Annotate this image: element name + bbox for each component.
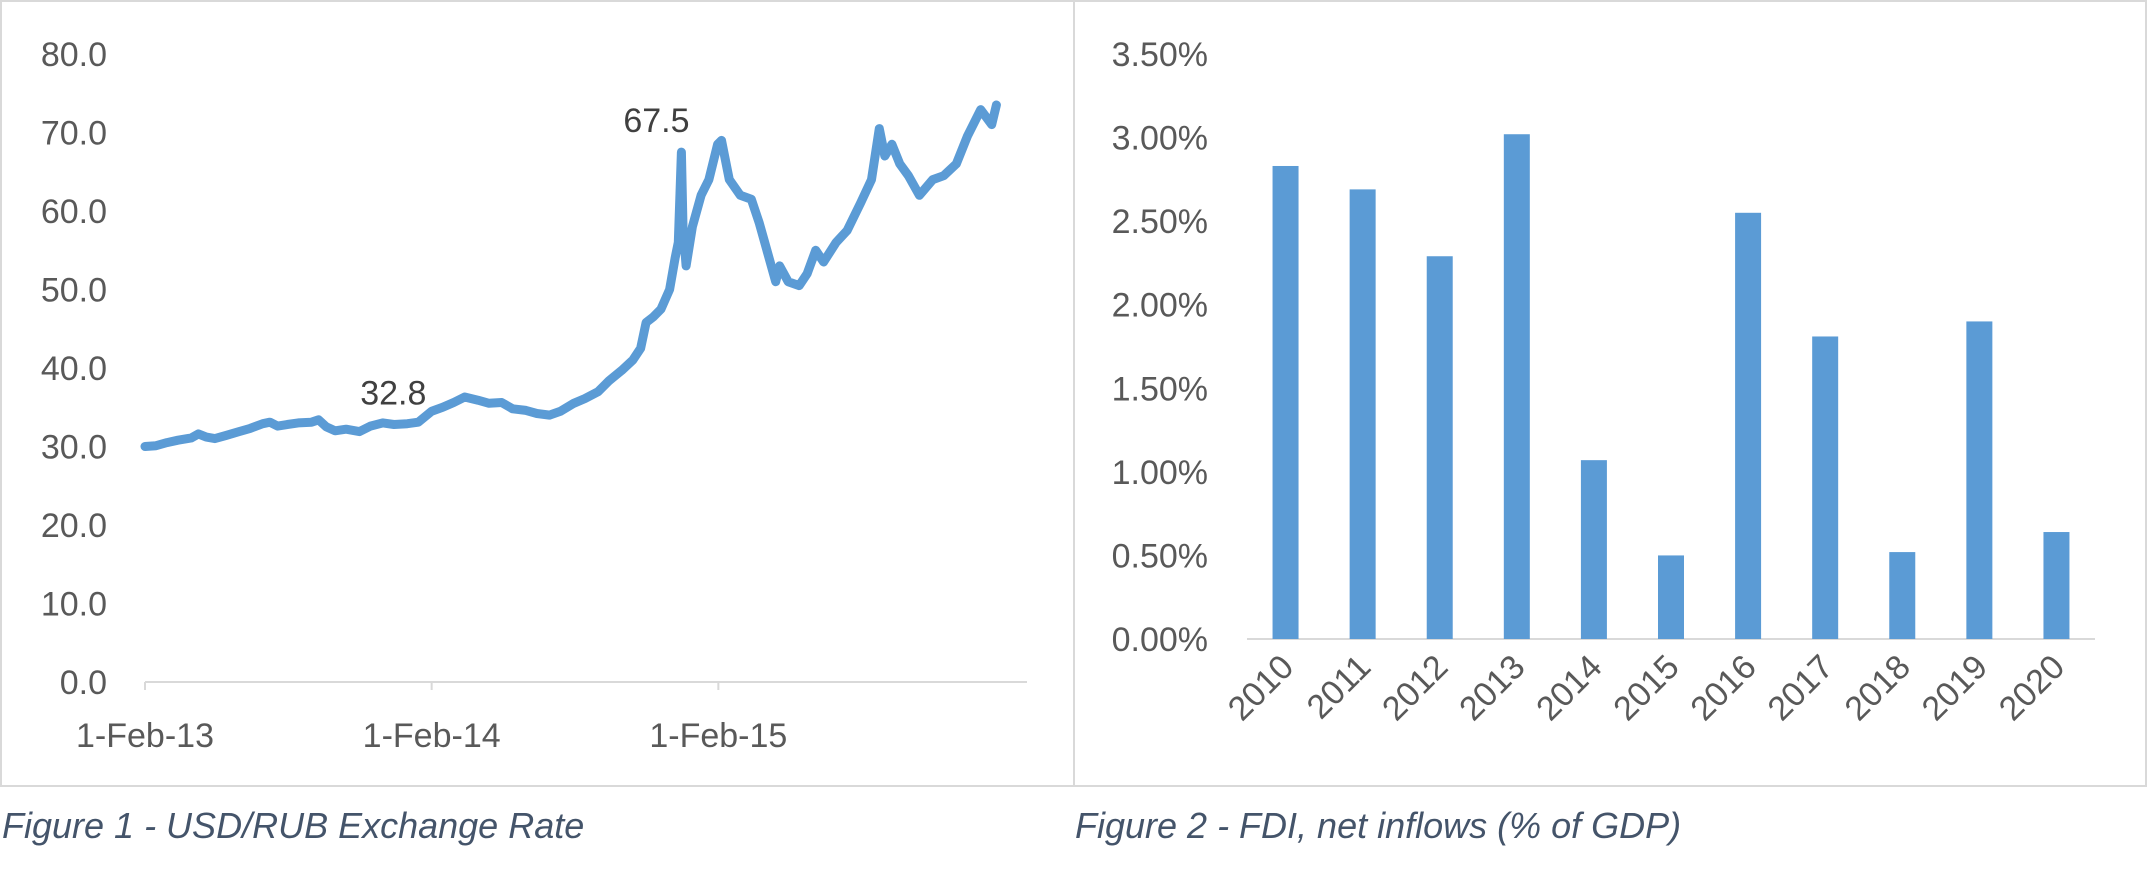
exchange-rate-line [140,100,1001,451]
figure1-caption: Figure 1 - USD/RUB Exchange Rate [2,805,585,846]
bar-2010 [1272,165,1299,639]
y-tick-label: 0.00% [1112,621,1208,659]
exchange-rate-line-chart: 0.0 10.0 20.0 30.0 40.0 50.0 60.0 70.0 80.0 1-Feb… [41,36,1027,755]
x-tick-label: 2015 [1606,648,1686,728]
chart-panel-fdi: 0.00% 0.50% 1.00% 1.50% 2.00% 2.50% 3.00% 3.50%… [1073,0,2147,787]
y-tick-label: 2.00% [1112,287,1208,325]
y-tick-label: 60.0 [41,193,107,231]
bar-2017 [1812,336,1839,639]
y-tick-label: 70.0 [41,115,107,153]
y-tick-label: 80.0 [41,36,107,74]
bar-2019 [1966,321,1993,639]
y-tick-label: 30.0 [41,429,107,467]
y-tick-label: 1.00% [1112,454,1208,492]
y-tick-label: 10.0 [41,586,107,624]
bar-2011 [1349,189,1376,639]
bar-2016 [1735,212,1762,640]
bar-2013 [1503,134,1530,639]
y-tick-label: 3.00% [1112,120,1208,158]
x-tick-label: 2016 [1683,648,1763,728]
x-tick-label: 2019 [1915,648,1995,728]
figure2-caption: Figure 2 - FDI, net inflows (% of GDP) [1075,805,1682,846]
fdi-bar-chart: 0.00% 0.50% 1.00% 1.50% 2.00% 2.50% 3.00% 3.50%… [1112,36,2095,728]
bar-2014 [1580,460,1607,639]
y-tick-label: 3.50% [1112,36,1208,74]
bar-2015 [1658,555,1684,639]
x-tick-label: 2017 [1760,648,1840,728]
y-tick-label: 40.0 [41,350,107,388]
x-tick-label: 1-Feb-14 [363,717,501,755]
x-tick-label: 2013 [1452,648,1532,728]
y-tick-label: 0.0 [60,664,107,702]
x-tick-label: 1-Feb-15 [649,717,787,755]
bar-2018 [1889,552,1916,639]
x-tick-label: 2011 [1300,648,1379,727]
y-tick-label: 0.50% [1112,537,1208,575]
y-tick-label: 20.0 [41,507,107,545]
x-tick-label: 2018 [1838,648,1918,728]
bar-2020 [2043,532,2070,639]
x-tick-label: 1-Feb-13 [76,717,214,755]
y-tick-label: 1.50% [1112,370,1208,408]
x-tick-label: 2014 [1529,648,1609,728]
chart-panel-exchange-rate: 0.0 10.0 20.0 30.0 40.0 50.0 60.0 70.0 80.0 1-Feb… [0,0,1075,787]
x-tick-label: 2012 [1375,648,1455,728]
x-tick-label: 2020 [1992,648,2072,728]
bar-2012 [1426,256,1453,639]
x-tick-label: 2010 [1221,648,1301,728]
y-tick-label: 50.0 [41,272,107,310]
y-tick-label: 2.50% [1112,203,1208,241]
data-label: 67.5 [623,102,689,140]
data-label: 32.8 [360,375,426,413]
